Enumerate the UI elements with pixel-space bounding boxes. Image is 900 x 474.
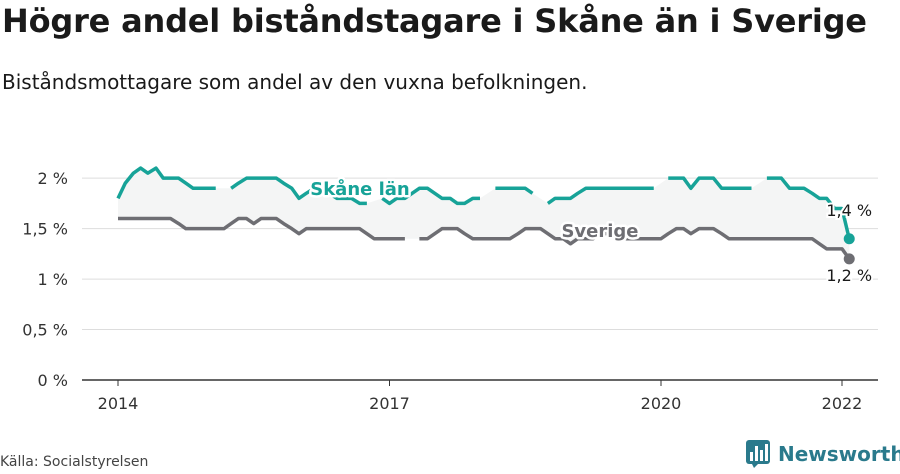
x-tick-label: 2014 xyxy=(98,394,139,413)
series-line-segment xyxy=(668,176,752,191)
end-value-label: 1,4 % xyxy=(826,201,872,220)
series-gap-band xyxy=(118,168,850,259)
series-line-segment xyxy=(116,166,216,200)
x-tick-label: 2022 xyxy=(822,394,863,413)
series-end-point xyxy=(843,253,855,265)
x-tick-label: 2017 xyxy=(369,394,410,413)
series-label: Skåne län xyxy=(310,178,410,200)
y-tick-label: 0 % xyxy=(38,371,68,390)
bar-chart-logo-icon xyxy=(746,440,770,468)
series-label: Sverige xyxy=(561,221,638,242)
series-line-segment xyxy=(546,186,654,205)
y-tick-label: 2 % xyxy=(38,169,68,188)
source-note: Källa: Socialstyrelsen xyxy=(0,454,149,470)
y-tick-label: 1,5 % xyxy=(22,220,68,239)
y-tick-label: 0,5 % xyxy=(22,321,68,340)
series-1 xyxy=(118,216,855,265)
series-line-segment xyxy=(230,176,367,206)
brand-logo[interactable]: Newsworthy xyxy=(746,440,900,468)
end-value-label: 1,2 % xyxy=(826,266,872,285)
series-line-segment xyxy=(118,216,405,241)
series-0 xyxy=(116,166,855,245)
brand-name: Newsworthy xyxy=(778,442,900,466)
series-line-segment xyxy=(381,186,480,206)
series-line-segment xyxy=(419,226,851,260)
y-tick-label: 1 % xyxy=(38,270,68,289)
series-end-point xyxy=(843,233,855,245)
x-tick-label: 2020 xyxy=(641,394,682,413)
chart-subtitle: Biståndsmottagare som andel av den vuxna… xyxy=(2,70,588,94)
series-line-segment xyxy=(495,186,534,195)
series-line-segment xyxy=(766,176,851,240)
chart-title: Högre andel biståndstagare i Skåne än i … xyxy=(2,2,867,40)
